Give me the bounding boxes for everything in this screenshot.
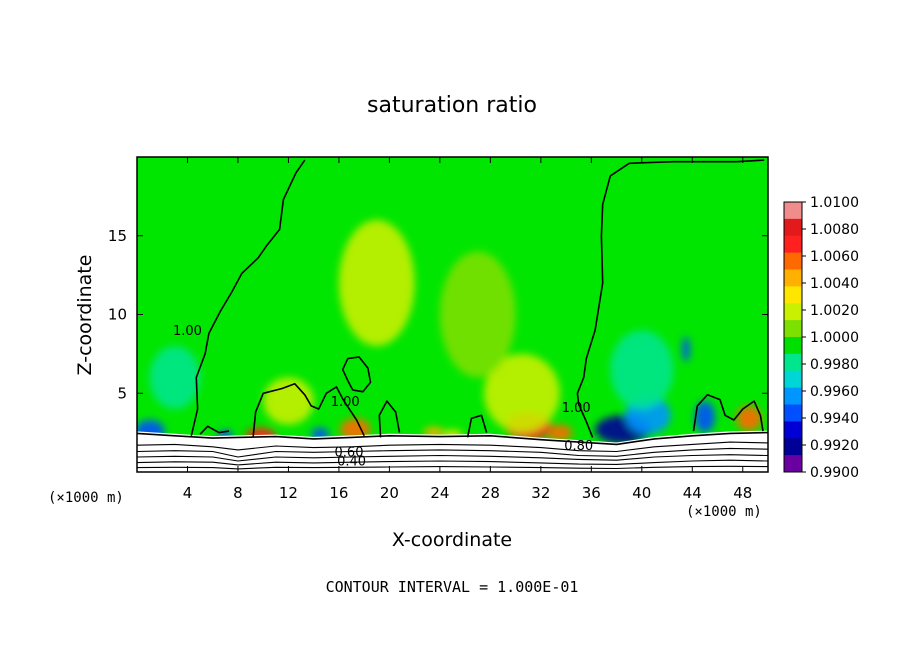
colorbar-swatch-15 [784,455,802,473]
anomaly-blob-12 [263,377,314,425]
y-axis-label: Z-coordinate [74,255,96,376]
colorbar-label-3: 1.0040 [810,276,859,292]
dry-boundary-layer [137,430,768,472]
x-tick-label-8: 36 [582,484,601,502]
anomaly-blob-16 [439,251,516,378]
colorbar-label-9: 0.9920 [810,438,859,454]
colorbar-label-2: 1.0060 [810,249,859,265]
x-tick-label-1: 8 [233,484,243,502]
x-tick-label-5: 24 [430,484,449,502]
contour-label-4: 0.60 [335,445,364,460]
colorbar-swatch-14 [784,438,802,456]
x-unit-left: (×1000 m) [48,490,124,506]
contour-sat-1.00-east [692,394,764,432]
x-tick-label-7: 32 [531,484,550,502]
contour-interval-note: CONTOUR INTERVAL = 1.000E-01 [326,578,579,596]
contour-sat-1.00-bumps [252,383,365,438]
anomaly-blob-9 [736,405,762,432]
colorbar-label-1: 1.0080 [810,222,859,238]
anomaly-blob-10 [694,401,715,433]
x-axis-label: X-coordinate [392,529,512,551]
x-unit-right: (×1000 m) [686,504,762,520]
contour-label-5: 0.40 [337,455,366,470]
colorbar-swatch-0 [784,202,802,220]
y-tick-label-2: 15 [108,227,127,245]
colorbar-label-10: 0.9900 [810,465,859,481]
x-tick-label-3: 16 [329,484,348,502]
y-tick-label-0: 5 [117,384,127,402]
contour-sat-1.00-loop-a [341,356,372,393]
x-tick-label-11: 48 [733,484,752,502]
anomaly-blob-14 [610,330,674,409]
contour-sat-0.80 [137,441,768,453]
x-axis-ticks: 4 8 12 16 20 24 28 32 36 40 44 48 [183,157,752,502]
contour-sat-1.00-bump-c [466,414,488,438]
x-tick-label-4: 20 [380,484,399,502]
colorbar-swatch-13 [784,421,802,439]
colorbar [783,201,803,473]
anomaly-blob-6 [547,424,573,441]
anomaly-blob-17 [149,346,201,409]
colorbar-swatch-4 [784,269,802,287]
contour-labels: 1.00 1.00 1.00 0.80 0.600.40 [173,324,593,470]
contour-label-2: 1.00 [562,401,591,416]
colorbar-swatch-12 [784,404,802,422]
colorbar-label-5: 1.0000 [810,330,859,346]
colorbar-label-8: 0.9940 [810,411,859,427]
colorbar-swatch-2 [784,235,802,254]
colorbar-swatch-1 [784,218,802,237]
contour-label-1: 1.00 [331,395,360,410]
colorbar-swatch-6 [784,303,802,321]
anomaly-blob-13 [484,353,560,433]
x-tick-label-2: 12 [279,484,298,502]
contour-lines [137,159,768,470]
contour-label-0: 1.00 [173,324,202,339]
anomaly-blob-15 [338,220,415,346]
colorbar-label-7: 0.9960 [810,384,859,400]
colorbar-label-0: 1.0100 [810,195,859,211]
contour-sat-1.00-right [576,159,765,438]
x-tick-label-9: 40 [632,484,651,502]
contour-sat-1.00-left [190,159,306,436]
colorbar-swatch-10 [784,370,802,389]
contour-label-3: 0.80 [564,439,593,454]
contour-sat-1.00-bump-b [378,400,401,438]
contour-sat-0.90 [137,431,768,446]
colorbar-swatch-11 [784,387,802,405]
colorbar-swatch-3 [784,252,802,270]
colorbar-swatch-5 [784,286,802,304]
contour-sat-0.70 [137,447,768,458]
plot-area [137,157,768,472]
x-tick-label-10: 44 [683,484,702,502]
contour-sat-0.50 [137,459,768,466]
chart-title: saturation ratio [367,93,537,118]
contour-sat-1.00-bump-d [199,425,230,435]
anomaly-blob-18 [682,336,690,362]
x-tick-label-6: 28 [481,484,500,502]
colorbar-swatch-9 [784,353,802,372]
colorbar-swatch-8 [784,337,802,355]
y-axis-ticks: 5 10 15 [108,227,768,402]
colorbar-labels: 1.0100 1.0080 1.0060 1.0040 1.0020 1.0000 0.99… [802,195,859,481]
colorbar-swatch-7 [784,320,802,338]
x-tick-label-0: 4 [183,484,193,502]
contour-sat-0.60 [137,454,768,462]
y-tick-label-1: 10 [108,306,127,324]
colorbar-label-6: 0.9980 [810,357,859,373]
colorbar-label-4: 1.0020 [810,303,859,319]
